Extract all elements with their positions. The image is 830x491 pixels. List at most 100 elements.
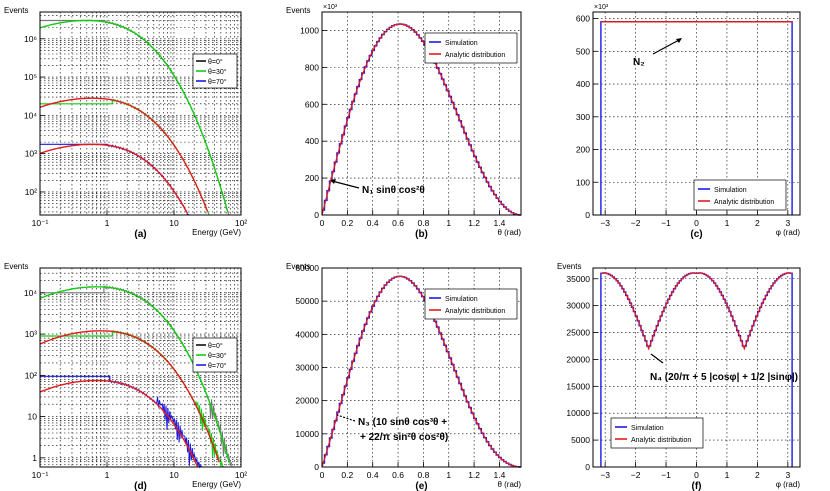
b-ytick-label-0: 0 <box>314 210 319 220</box>
c-xtick-label-1: −2 <box>631 218 641 228</box>
b-xtick-label-4: 0.8 <box>417 218 429 228</box>
d-xtick-label-2: 10 <box>169 470 179 480</box>
e-xtick-label-2: 0.4 <box>367 470 379 480</box>
a-xtick-label-3: 10² <box>235 218 247 228</box>
f-xtick-label-1: −2 <box>631 470 641 480</box>
c-xtick-label-3: 0 <box>694 218 699 228</box>
f-ytick-label-3: 15000 <box>566 381 590 391</box>
d-xtick-label-1: 1 <box>105 470 110 480</box>
d-curve-1 <box>39 330 220 463</box>
a-panel-label: (a) <box>134 229 146 240</box>
a-ytick-label-4: 10⁶ <box>24 34 37 44</box>
b-xtick-label-2: 0.4 <box>367 218 379 228</box>
e-annotation-arrow <box>336 414 356 422</box>
f-panel-label: (f) <box>692 481 702 491</box>
b-ytick-label-5: 1000 <box>300 25 319 35</box>
d-curve-0 <box>39 286 230 463</box>
c-annotation-arrowhead <box>676 38 682 43</box>
e-legend-label-1: Analytic distribution <box>445 308 505 315</box>
b-ylabel: Events <box>286 6 310 15</box>
d-legend-label-1: θ=30° <box>208 352 227 360</box>
b-ytick-label-1: 200 <box>305 173 319 183</box>
a-ylabel: Events <box>4 6 28 15</box>
f-legend-label-1: Analytic distribution <box>631 437 691 444</box>
e-ytick-label-4: 40000 <box>295 329 319 339</box>
b-ytick-label-2: 400 <box>305 136 319 146</box>
c-ytick-label-5: 500 <box>576 46 590 56</box>
e-xtick-label-4: 0.8 <box>417 470 429 480</box>
b-annotation: N₁ sinθ cos²θ <box>362 185 425 196</box>
e-xtick-label-5: 1 <box>446 470 451 480</box>
d-ytick-label-1: 10 <box>28 412 38 422</box>
e-frame <box>321 267 522 468</box>
f-xlabel: φ (rad) <box>776 480 801 489</box>
c-legend-box <box>693 179 787 211</box>
b-ytick-label-4: 800 <box>305 62 319 72</box>
a-xtick-label-1: 1 <box>105 218 110 228</box>
b-legend-label-0: Simulation <box>445 40 478 47</box>
f-ytick-label-5: 25000 <box>566 328 590 338</box>
a-frame <box>39 11 242 216</box>
c-xtick-label-5: 2 <box>755 218 760 228</box>
e-xtick-label-1: 0.2 <box>341 470 353 480</box>
f-xtick-label-0: −3 <box>600 470 610 480</box>
f-annotation: N₄ (20/π + 5 |cosφ| + 1/2 |sinφ|) <box>650 372 798 383</box>
b-xlabel: θ (rad) <box>497 228 521 237</box>
a-curve-2 <box>39 143 189 214</box>
b-multiplier: ×10³ <box>323 4 338 11</box>
a-curve-0 <box>39 19 229 212</box>
e-ytick-label-5: 50000 <box>295 296 319 306</box>
a-ytick-label-2: 10⁴ <box>24 110 37 120</box>
d-xtick-label-3: 10² <box>235 470 247 480</box>
a-ytick-label-3: 10⁵ <box>24 72 37 82</box>
e-ytick-label-6: 60000 <box>295 263 319 273</box>
c-ytick-label-0: 0 <box>585 210 590 220</box>
e-annotation-line2: + 22/π sin²θ cos²θ) <box>360 432 448 443</box>
f-xtick-label-3: 0 <box>694 470 699 480</box>
c-xlabel: φ (rad) <box>776 228 801 237</box>
f-ytick-label-1: 5000 <box>571 435 590 445</box>
panel-c: −3 −2 −1 0 1 2 3 0 100 200 300 400 500 600 φ (rad) ×10³… <box>576 4 801 240</box>
b-xtick-label-5: 1 <box>446 218 451 228</box>
b-analytic-curve <box>321 23 522 216</box>
f-legend-label-0: Simulation <box>631 425 664 432</box>
e-panel-label: (e) <box>415 481 427 491</box>
d-hist-0 <box>103 285 241 468</box>
a-xlabel: Energy (GeV) <box>192 228 241 237</box>
c-annotation-arrow <box>652 39 680 55</box>
c-xtick-label-0: −3 <box>600 218 610 228</box>
panel-e: 0 0.2 0.4 0.6 0.8 1 1.2 1.4 0 10000 20000 30000 4000… <box>286 262 522 491</box>
b-xtick-label-1: 0.2 <box>341 218 353 228</box>
b-xtick-label-0: 0 <box>320 218 325 228</box>
e-ytick-label-0: 0 <box>314 462 319 472</box>
f-ytick-label-6: 30000 <box>566 301 590 311</box>
b-annotation-arrow <box>331 180 360 189</box>
d-panel-label: (d) <box>134 481 147 491</box>
d-curve-2 <box>39 379 199 467</box>
f-xtick-label-4: 1 <box>725 470 730 480</box>
c-ytick-label-4: 400 <box>576 79 590 89</box>
e-legend-label-0: Simulation <box>445 296 478 303</box>
d-hist-step-2 <box>40 375 111 382</box>
a-xtick-label-0: 10⁻¹ <box>32 218 49 228</box>
c-annotation: N₂ <box>633 57 645 68</box>
d-frame <box>39 267 242 468</box>
panel-b: 0 0.2 0.4 0.6 0.8 1 1.2 1.4 0 200 400 600 800 1000 θ (… <box>286 4 522 240</box>
d-ytick-label-4: 10⁴ <box>24 288 37 298</box>
a-hist-step-1 <box>40 100 113 105</box>
d-ytick-label-3: 10³ <box>25 329 37 339</box>
f-xtick-label-2: −1 <box>661 470 671 480</box>
a-curve-1 <box>39 97 209 212</box>
a-legend-label-0: θ=0° <box>208 58 223 66</box>
c-ytick-label-6: 600 <box>576 14 590 24</box>
c-xtick-label-2: −1 <box>661 218 671 228</box>
d-hist-step-0 <box>40 287 105 294</box>
a-legend-label-1: θ=30° <box>208 68 227 76</box>
d-xtick-label-0: 10⁻¹ <box>32 470 49 480</box>
b-xtick-label-7: 1.4 <box>494 218 506 228</box>
c-legend-label-0: Simulation <box>714 187 747 194</box>
a-legend-label-2: θ=70° <box>208 78 227 86</box>
d-ytick-label-2: 10² <box>25 370 37 380</box>
a-xtick-label-2: 10 <box>169 218 179 228</box>
